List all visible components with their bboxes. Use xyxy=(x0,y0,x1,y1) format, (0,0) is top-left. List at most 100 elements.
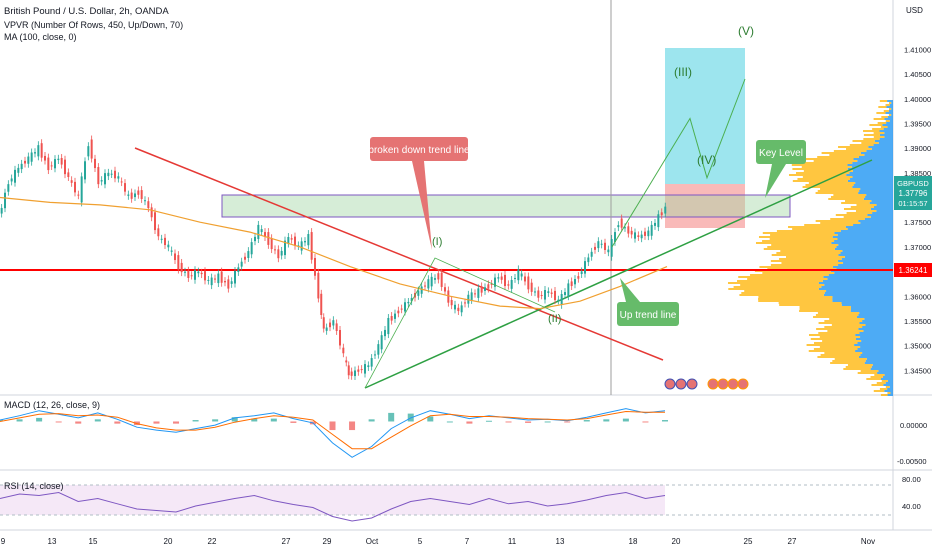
vpvr-bar-up xyxy=(857,348,893,350)
vpvr-bar-down xyxy=(885,104,890,106)
elliott-wave-projection[interactable] xyxy=(611,78,746,248)
candle-body xyxy=(64,159,66,175)
vpvr-bar-down xyxy=(744,290,827,292)
vpvr-bar-down xyxy=(880,126,888,128)
vpvr-bar-down xyxy=(763,248,835,250)
candle-body xyxy=(470,292,473,300)
vpvr-bar-down xyxy=(878,106,887,108)
candle-body xyxy=(500,276,503,280)
macd-line xyxy=(0,408,666,458)
vpvr-bar-down xyxy=(866,378,882,380)
callout-broken-trend[interactable]: broken down trend line xyxy=(368,137,470,250)
up-trend-line[interactable] xyxy=(364,159,873,389)
vpvr-bar-up xyxy=(889,104,893,106)
vpvr-bar-up xyxy=(857,160,893,162)
candle-body xyxy=(420,286,423,294)
target-box[interactable] xyxy=(665,48,745,184)
vpvr-bar-down xyxy=(750,274,829,276)
vpvr-bar-down xyxy=(847,364,873,366)
vpvr-bar-down xyxy=(771,254,839,256)
candle-body xyxy=(257,224,260,240)
vpvr-bar-up xyxy=(823,294,893,296)
y-tick-label: 1.35000 xyxy=(904,342,931,351)
candle-body xyxy=(527,276,530,290)
vpvr-bar-up xyxy=(864,154,893,156)
vpvr-bar-down xyxy=(796,172,850,174)
vpvr-bar-down xyxy=(808,350,856,352)
x-tick-label: Nov xyxy=(861,537,875,546)
vpvr-bar-up xyxy=(885,382,893,384)
vpvr-profile xyxy=(727,100,893,396)
candle-body xyxy=(390,316,393,321)
vpvr-bar-down xyxy=(843,208,871,210)
key-level-zone[interactable] xyxy=(221,194,791,218)
vpvr-bar-up xyxy=(860,222,893,224)
candle-body xyxy=(160,238,163,240)
vpvr-bar-up xyxy=(847,164,893,166)
vpvr-bar-up xyxy=(818,288,893,290)
vpvr-bar-up xyxy=(887,394,893,396)
vpvr-bar-up xyxy=(832,300,893,302)
vpvr-bar-down xyxy=(830,362,865,364)
candle-body xyxy=(290,238,293,240)
candle-body xyxy=(67,172,70,178)
vpvr-bar-up xyxy=(881,378,893,380)
x-tick-label: 15 xyxy=(89,537,98,546)
vpvr-bar-up xyxy=(847,180,893,182)
candle-body xyxy=(260,229,263,233)
vpvr-bar-up xyxy=(849,172,893,174)
vpvr-bar-up xyxy=(883,128,893,130)
candle-body xyxy=(80,176,83,203)
vpvr-bar-up xyxy=(832,236,893,238)
vpvr-bar-up xyxy=(842,262,893,264)
candle-body xyxy=(184,271,186,273)
stop-box[interactable] xyxy=(665,184,745,228)
candle-body xyxy=(647,230,650,237)
callout-key-level[interactable]: Key Level xyxy=(756,140,806,198)
vpvr-bar-down xyxy=(881,380,888,382)
candle-body xyxy=(607,249,610,253)
candle-body xyxy=(284,240,286,256)
candle-body xyxy=(144,200,146,202)
vpvr-bar-up xyxy=(888,110,893,112)
vpvr-bar-up xyxy=(864,318,893,320)
candle-body xyxy=(320,293,323,316)
vpvr-bar-up xyxy=(834,240,893,242)
callout-up-trend[interactable]: Up trend line xyxy=(617,278,679,326)
vpvr-bar-up xyxy=(840,252,893,254)
down-trend-line[interactable] xyxy=(134,147,664,361)
candle-body xyxy=(244,256,246,260)
vpvr-bar-down xyxy=(829,154,865,156)
candle-body xyxy=(404,302,406,312)
vpvr-bar-up xyxy=(860,188,893,190)
candle-body xyxy=(570,281,573,287)
macd-histogram-bar xyxy=(466,421,473,424)
vpvr-bar-down xyxy=(799,310,851,312)
macd-histogram-bar xyxy=(75,421,82,424)
candle-body xyxy=(310,232,313,260)
candle-body xyxy=(74,181,76,193)
candle-countdown: 01:15:57 xyxy=(898,199,927,208)
vpvr-bar-up xyxy=(884,374,893,376)
vpvr-bar-down xyxy=(817,356,859,358)
macd-histogram-bar xyxy=(212,419,219,422)
candle-body xyxy=(214,278,216,280)
vpvr-bar-down xyxy=(857,372,878,374)
economic-events-icons[interactable] xyxy=(664,378,749,390)
vpvr-bar-up xyxy=(889,120,893,122)
vpvr-bar-down xyxy=(880,394,888,396)
candle-body xyxy=(84,161,86,180)
vpvr-bar-up xyxy=(832,266,893,268)
vpvr-bar-up xyxy=(871,148,893,150)
candle-body xyxy=(624,227,626,229)
macd-histogram-bar xyxy=(388,412,395,422)
vpvr-bar-up xyxy=(884,118,893,120)
support-price-value: 1.36241 xyxy=(899,266,928,275)
wave-label-1: (I) xyxy=(432,236,442,248)
candle-body xyxy=(277,249,280,259)
vpvr-bar-up xyxy=(844,256,893,258)
vpvr-bar-up xyxy=(878,142,893,144)
vpvr-bar-up xyxy=(868,146,893,148)
candle-body xyxy=(140,190,143,199)
